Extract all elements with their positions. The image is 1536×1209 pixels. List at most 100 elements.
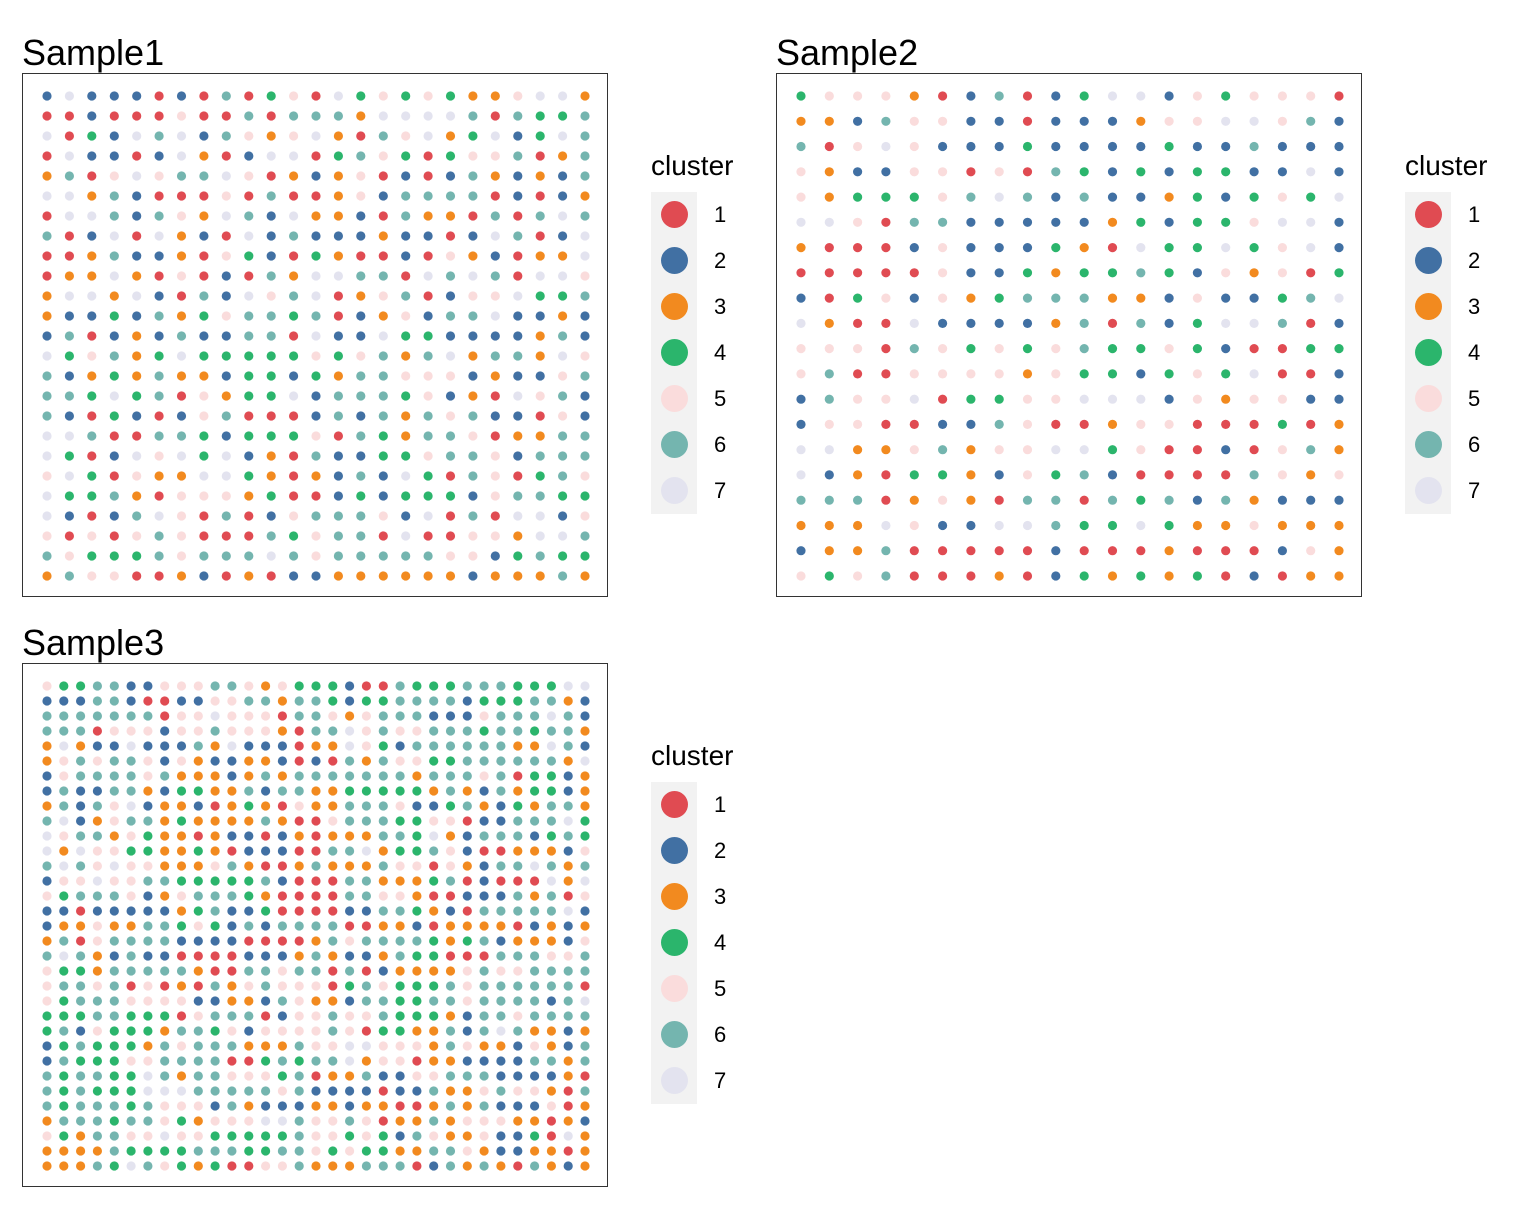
spot-cluster-3 [244,1101,254,1111]
spot-cluster-6 [1079,318,1089,328]
spot-cluster-6 [59,1026,69,1036]
spot-cluster-6 [356,151,366,161]
spot-cluster-1 [277,906,287,916]
spot-cluster-6 [361,1161,371,1171]
spot-cluster-4 [1192,243,1202,253]
spot-cluster-3 [176,846,187,856]
spot-cluster-4 [199,431,209,441]
spot-cluster-6 [210,726,220,736]
spot-cluster-6 [429,1116,439,1126]
spot-cluster-3 [356,111,366,121]
spot-cluster-3 [423,211,433,221]
spot-cluster-6 [244,331,254,341]
spot-cluster-1 [378,531,388,541]
spot-cluster-7 [64,211,74,221]
spot-cluster-4 [1022,268,1033,278]
spot-cluster-2 [938,318,948,328]
spot-cluster-6 [92,1101,102,1111]
spot-cluster-1 [244,271,254,281]
spot-cluster-4 [311,251,321,261]
spot-cluster-4 [109,1161,119,1171]
spot-cluster-6 [395,681,405,691]
spot-cluster-1 [563,891,573,901]
spot-cluster-2 [796,546,806,556]
spot-cluster-6 [210,981,220,991]
spot-cluster-6 [580,151,590,161]
spot-cluster-3 [796,520,806,531]
spot-cluster-2 [59,906,69,916]
spot-cluster-6 [1079,192,1089,202]
spot-cluster-2 [266,251,276,261]
spot-cluster-3 [333,571,343,581]
spot-cluster-2 [1107,167,1118,177]
spot-cluster-3 [1051,268,1061,278]
spot-cluster-5 [395,1041,405,1051]
spot-cluster-6 [126,771,136,781]
spot-cluster-4 [109,371,119,381]
spot-cluster-1 [87,171,97,181]
spot-cluster-6 [109,351,119,361]
spot-cluster-1 [277,936,287,946]
spot-cluster-2 [132,411,142,421]
spot-cluster-6 [227,1146,237,1156]
spot-cluster-5 [160,681,170,691]
spot-cluster-6 [193,1056,203,1066]
spot-cluster-2 [580,391,590,401]
spot-cluster-6 [462,741,472,751]
spot-cluster-2 [132,191,142,201]
spot-cluster-1 [378,1086,388,1096]
spot-cluster-3 [445,1011,456,1021]
spot-cluster-2 [76,801,86,811]
spot-cluster-3 [59,1146,69,1156]
spot-cluster-6 [429,771,439,781]
spot-cluster-2 [345,951,355,961]
spot-cluster-7 [42,831,52,841]
spot-cluster-6 [412,936,422,946]
spot-cluster-6 [563,981,573,991]
spot-cluster-6 [1306,445,1316,455]
spot-cluster-2 [994,318,1004,328]
spot-cluster-5 [126,726,136,736]
spot-cluster-6 [513,951,523,961]
spot-cluster-7 [1022,520,1033,531]
spot-cluster-1 [490,431,500,441]
spot-cluster-1 [328,906,338,916]
spot-cluster-5 [429,1131,439,1141]
spot-cluster-5 [580,351,590,361]
spot-cluster-5 [462,1146,472,1156]
spot-cluster-6 [76,1086,86,1096]
spot-cluster-1 [87,411,97,421]
spot-cluster-5 [853,571,863,581]
spot-cluster-6 [244,786,254,796]
spot-cluster-7 [824,445,834,455]
spot-cluster-2 [42,906,52,916]
spot-cluster-1 [535,231,545,241]
spot-cluster-2 [361,1086,371,1096]
spot-cluster-2 [160,906,170,916]
spot-cluster-3 [42,311,52,321]
spot-cluster-3 [294,861,304,871]
spot-cluster-7 [1306,167,1316,177]
spot-cluster-5 [378,291,388,301]
spot-cluster-3 [535,331,545,341]
spot-cluster-2 [496,936,506,946]
spot-cluster-1 [490,391,500,401]
spot-cluster-7 [1221,243,1231,253]
spot-cluster-2 [580,696,590,706]
spot-cluster-6 [429,996,439,1006]
spot-cluster-2 [244,951,254,961]
spot-cluster-6 [1249,141,1259,152]
legend-swatch [661,477,688,504]
spot-cluster-6 [109,251,119,261]
spot-cluster-6 [42,711,52,721]
spot-cluster-6 [333,551,343,561]
spot-cluster-7 [42,511,52,521]
legend-label: 5 [1468,386,1481,411]
spot-cluster-5 [1221,268,1231,278]
spot-cluster-7 [42,431,52,441]
spot-cluster-2 [1164,318,1174,328]
spot-cluster-4 [126,1041,136,1051]
spot-cluster-7 [176,151,187,161]
spot-cluster-6 [210,1056,220,1066]
